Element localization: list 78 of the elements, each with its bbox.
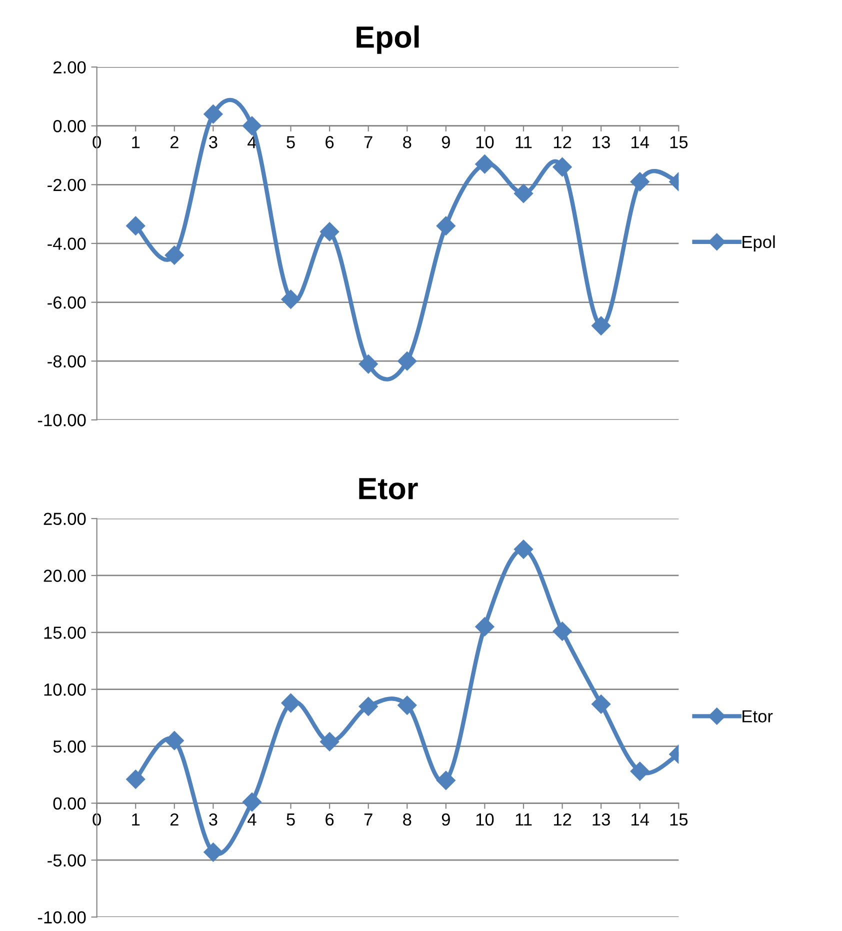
y-tick-label: 25.00 <box>44 512 86 526</box>
point <box>281 693 300 713</box>
x-tick-label: 1 <box>132 814 140 826</box>
x-tick-label: 8 <box>403 813 412 826</box>
y-tick-label: 20.00 <box>44 570 86 582</box>
point <box>242 792 262 812</box>
x-tick-label: 6 <box>326 813 334 826</box>
x-tick-label: 10 <box>476 813 494 826</box>
x-tick-label: 15 <box>670 136 688 148</box>
point <box>514 184 534 204</box>
x-tick-label: 9 <box>442 813 450 826</box>
x-tick-label: 3 <box>209 136 218 148</box>
point <box>592 694 611 714</box>
point <box>204 104 223 124</box>
x-tick-label: 13 <box>592 813 610 826</box>
x-tick-label: 6 <box>326 136 334 148</box>
y-tick-label: 0.00 <box>53 120 86 132</box>
y-tick-label: 0.00 <box>53 797 86 810</box>
chart-title: Epol <box>356 25 419 54</box>
x-tick-label: 0 <box>92 813 101 826</box>
point <box>514 540 534 559</box>
point <box>552 157 572 177</box>
x-tick-label: 2 <box>170 813 178 826</box>
y-tick-label: -10.00 <box>38 414 86 426</box>
point <box>398 696 417 715</box>
point <box>592 316 611 336</box>
x-tick-label: 15 <box>670 814 688 826</box>
x-tick-label: 5 <box>286 814 295 826</box>
chart-title: Etor <box>359 478 418 500</box>
y-tick-label: 15.00 <box>44 626 86 639</box>
x-tick-label: 14 <box>632 814 650 826</box>
point <box>320 732 340 752</box>
point <box>204 842 223 862</box>
point <box>436 216 456 236</box>
x-tick-label: 12 <box>554 813 572 826</box>
point <box>475 617 494 636</box>
point <box>164 731 184 750</box>
point <box>126 770 146 789</box>
x-tick-label: 12 <box>554 136 572 148</box>
x-tick-label: 14 <box>632 136 650 148</box>
point <box>320 222 340 242</box>
point <box>242 116 262 136</box>
point <box>436 770 456 790</box>
y-tick-label: 5.00 <box>53 740 86 753</box>
x-tick-label: 2 <box>170 136 178 148</box>
x-tick-label: 10 <box>476 136 494 148</box>
y-tick-label: 10.00 <box>44 684 86 696</box>
x-tick-label: 7 <box>364 814 372 826</box>
x-tick-label: 8 <box>403 136 412 148</box>
y-tick-label: -5.00 <box>48 854 86 867</box>
point <box>398 352 417 371</box>
legend-label: Epol <box>742 235 775 252</box>
point <box>630 172 650 192</box>
point <box>552 622 572 641</box>
x-tick-label: 4 <box>248 814 256 826</box>
x-tick-label: 7 <box>364 136 372 148</box>
point <box>281 290 300 309</box>
point <box>164 246 184 265</box>
x-tick-label: 1 <box>132 136 140 148</box>
point <box>475 154 494 174</box>
x-tick-label: 9 <box>442 136 450 148</box>
point <box>630 762 650 781</box>
x-tick-label: 5 <box>286 136 295 148</box>
y-tick-label: -4.00 <box>48 238 86 250</box>
point <box>358 696 378 716</box>
y-tick-label: -6.00 <box>48 296 86 309</box>
y-tick-label: -2.00 <box>48 178 86 192</box>
y-tick-label: 2.00 <box>54 61 86 74</box>
point <box>358 354 378 374</box>
x-tick-label: 3 <box>209 813 218 826</box>
point <box>126 216 146 236</box>
y-tick-label: -10.00 <box>38 911 86 924</box>
y-tick-label: -8.00 <box>48 355 86 368</box>
legend-label: Etor <box>742 710 773 722</box>
x-tick-label: 11 <box>516 136 532 148</box>
x-tick-label: 0 <box>92 136 101 148</box>
x-tick-label: 11 <box>516 814 532 826</box>
x-tick-label: 13 <box>592 136 610 148</box>
